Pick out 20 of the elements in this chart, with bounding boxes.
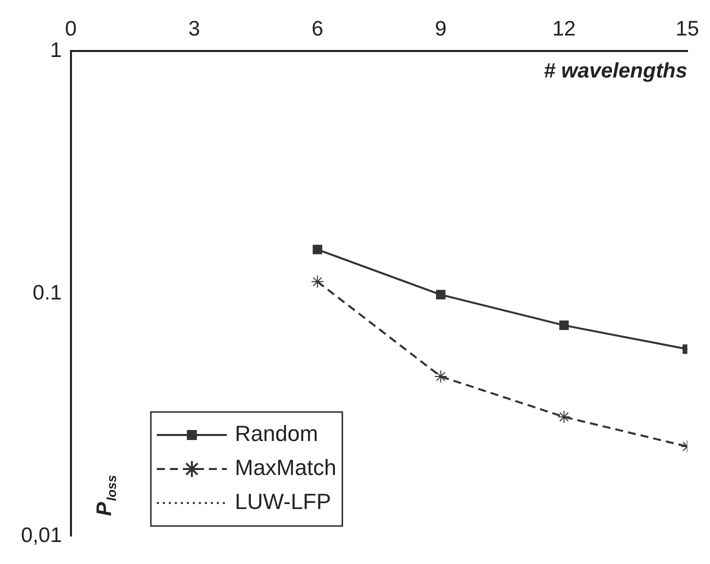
x-tick-label: 15	[676, 17, 699, 40]
y-tick-label: 1	[50, 38, 62, 62]
point	[436, 290, 446, 300]
x-tick-label: 6	[312, 17, 324, 40]
point	[310, 275, 324, 288]
x-tick-label: 12	[552, 17, 576, 40]
y-tick-label: 0.1	[32, 281, 62, 304]
y-tick-label: 0,01	[20, 524, 62, 547]
x-tick-label: 3	[188, 17, 200, 40]
point	[559, 320, 569, 330]
x-axis-title: # wavelengths	[544, 59, 688, 82]
point	[434, 370, 448, 383]
x-tick-label: 9	[434, 17, 447, 40]
legend-label: MaxMatch	[234, 455, 336, 480]
point	[558, 410, 571, 424]
legend-label: LUW-LFP	[234, 489, 332, 514]
x-tick-label: 0	[65, 17, 77, 40]
legend-label: Random	[234, 421, 318, 446]
point	[312, 244, 322, 254]
y-axis-title: Ploss	[92, 474, 119, 516]
